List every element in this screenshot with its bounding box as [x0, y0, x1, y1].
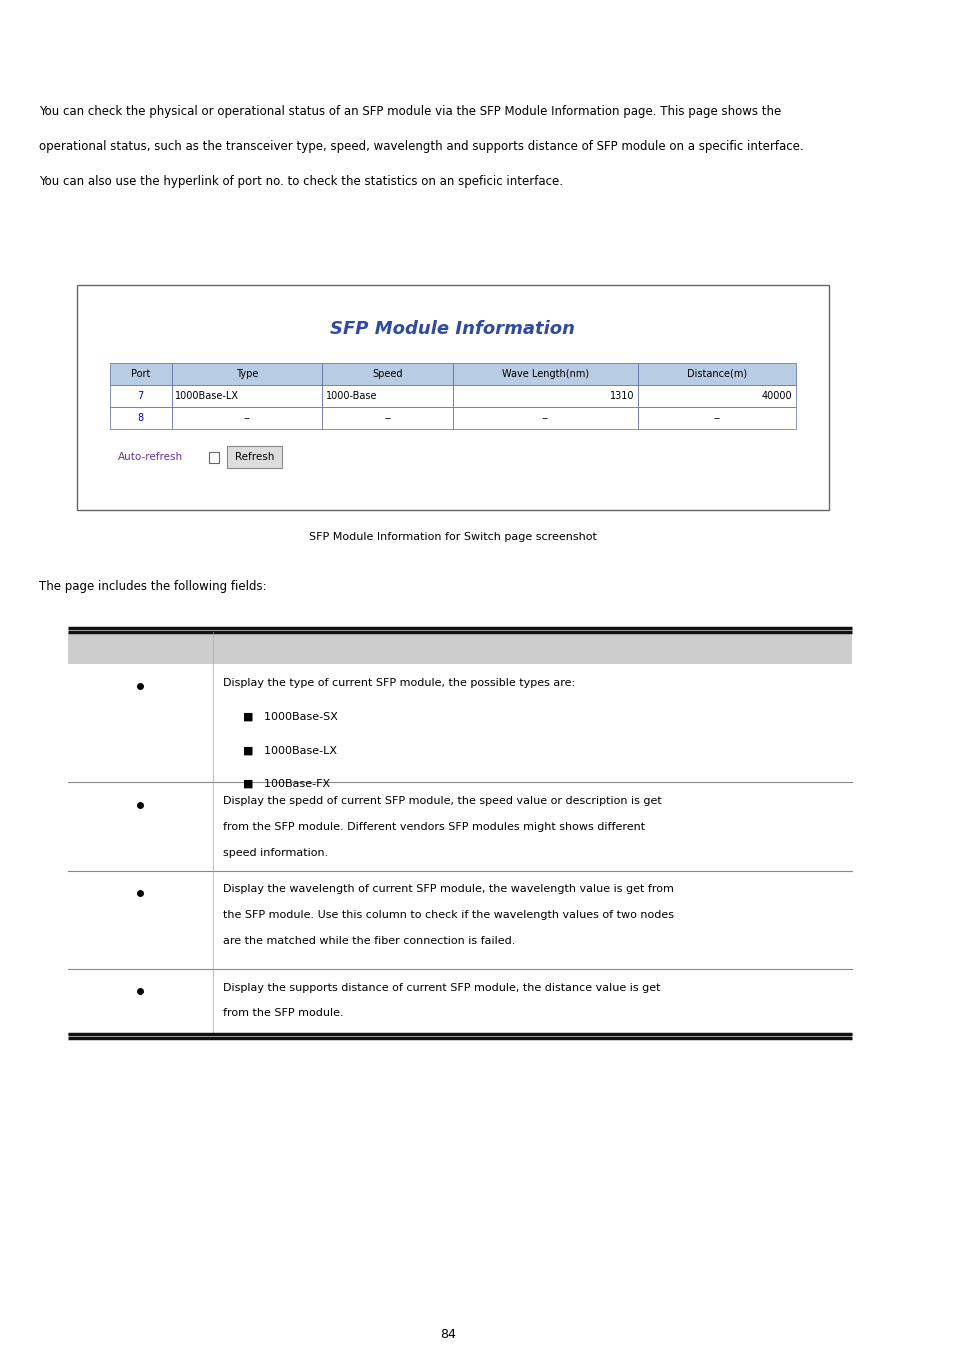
Text: 40000: 40000 — [760, 392, 791, 401]
Text: from the SFP module. Different vendors SFP modules might shows different: from the SFP module. Different vendors S… — [222, 822, 644, 832]
Bar — [172, 385, 322, 406]
Bar — [110, 406, 172, 429]
Text: You can also use the hyperlink of port no. to check the statistics on an spefici: You can also use the hyperlink of port n… — [39, 176, 563, 188]
Text: Wave Length(nm): Wave Length(nm) — [501, 369, 588, 379]
Bar — [213, 633, 851, 664]
Bar — [453, 406, 638, 429]
Text: Display the type of current SFP module, the possible types are:: Display the type of current SFP module, … — [222, 679, 574, 688]
Text: You can check the physical or operational status of an SFP module via the SFP Mo: You can check the physical or operationa… — [39, 105, 781, 117]
Text: SFP Module Information for Switch page screenshot: SFP Module Information for Switch page s… — [309, 532, 596, 541]
Text: ■   1000Base-LX: ■ 1000Base-LX — [243, 745, 337, 756]
Text: Type: Type — [235, 369, 258, 379]
Bar — [227, 446, 281, 468]
Bar — [638, 363, 795, 385]
Text: Distance(m): Distance(m) — [686, 369, 746, 379]
Text: 84: 84 — [439, 1328, 456, 1341]
Bar — [322, 385, 453, 406]
Bar — [213, 664, 851, 783]
Bar — [213, 783, 851, 871]
Bar — [110, 385, 172, 406]
Text: ■   1000Base-SX: ■ 1000Base-SX — [243, 711, 337, 722]
Text: SFP Module Information: SFP Module Information — [330, 320, 575, 338]
Bar — [77, 285, 827, 510]
Text: Display the supports distance of current SFP module, the distance value is get: Display the supports distance of current… — [222, 983, 659, 992]
Text: Display the wavelength of current SFP module, the wavelength value is get from: Display the wavelength of current SFP mo… — [222, 884, 673, 895]
Text: Refresh: Refresh — [234, 452, 274, 462]
Text: speed information.: speed information. — [222, 848, 328, 857]
Text: 1000Base-LX: 1000Base-LX — [175, 392, 239, 401]
Text: from the SFP module.: from the SFP module. — [222, 1008, 343, 1018]
Bar — [453, 385, 638, 406]
Text: the SFP module. Use this column to check if the wavelength values of two nodes: the SFP module. Use this column to check… — [222, 910, 673, 919]
Bar — [453, 363, 638, 385]
Text: operational status, such as the transceiver type, speed, wavelength and supports: operational status, such as the transcei… — [39, 140, 803, 153]
Bar — [68, 664, 213, 783]
Text: 1000-Base: 1000-Base — [326, 392, 377, 401]
Bar — [638, 406, 795, 429]
Bar — [68, 871, 213, 968]
Bar — [68, 633, 213, 664]
Bar — [68, 968, 213, 1034]
Text: --: -- — [713, 413, 720, 423]
Bar — [172, 363, 322, 385]
Bar — [213, 968, 851, 1034]
Text: 7: 7 — [137, 392, 144, 401]
Text: Display the spedd of current SFP module, the speed value or description is get: Display the spedd of current SFP module,… — [222, 796, 660, 806]
Text: Speed: Speed — [372, 369, 402, 379]
Bar — [213, 871, 851, 968]
Bar — [68, 783, 213, 871]
Text: --: -- — [384, 413, 391, 423]
Text: Port: Port — [131, 369, 151, 379]
Text: ■   100Base-FX: ■ 100Base-FX — [243, 779, 330, 788]
Bar — [209, 451, 218, 463]
Text: Auto-refresh: Auto-refresh — [117, 452, 182, 462]
Bar — [172, 406, 322, 429]
Bar — [638, 385, 795, 406]
Text: --: -- — [541, 413, 548, 423]
Text: --: -- — [243, 413, 251, 423]
Text: 8: 8 — [137, 413, 144, 423]
Bar — [322, 363, 453, 385]
Text: are the matched while the fiber connection is failed.: are the matched while the fiber connecti… — [222, 936, 515, 945]
Text: The page includes the following fields:: The page includes the following fields: — [39, 580, 267, 593]
Text: 1310: 1310 — [609, 392, 634, 401]
Bar — [110, 363, 172, 385]
Bar — [322, 406, 453, 429]
